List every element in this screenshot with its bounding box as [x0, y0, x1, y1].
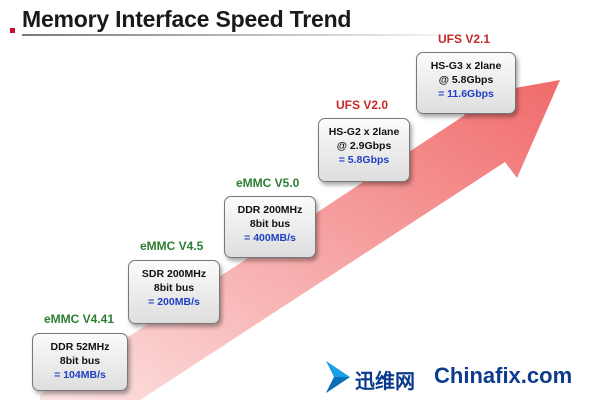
- version-label-ufs-v2-0: UFS V2.0: [336, 98, 389, 112]
- version-label-emmc-v4-5: eMMC V4.5: [140, 239, 204, 253]
- chinafix-logo-icon: [326, 361, 350, 393]
- spec-bus: 8bit bus: [59, 355, 101, 367]
- version-label-ufs-v2-1: UFS V2.1: [438, 32, 491, 46]
- title-underline: [22, 34, 442, 36]
- page-title: Memory Interface Speed Trend: [22, 6, 352, 32]
- spec-speed: = 400MB/s: [244, 232, 296, 244]
- watermark-backdrop: [422, 355, 600, 400]
- spec-box-emmc-v5-0: DDR 200MHz 8bit bus = 400MB/s: [224, 196, 316, 258]
- spec-box-emmc-v4-41: DDR 52MHz 8bit bus = 104MB/s: [32, 333, 128, 391]
- spec-clock: HS-G2 x 2lane: [328, 126, 400, 138]
- spec-clock: SDR 200MHz: [141, 268, 207, 280]
- watermark-brand-cn: 迅维网: [355, 369, 415, 393]
- watermark: 迅维网 Chinafix.com: [322, 355, 600, 400]
- spec-bus: 8bit bus: [249, 218, 291, 230]
- spec-bus: @ 2.9Gbps: [336, 140, 392, 152]
- spec-bus: @ 5.8Gbps: [438, 74, 494, 86]
- spec-speed: = 5.8Gbps: [338, 154, 390, 166]
- spec-box-ufs-v2-1: HS-G3 x 2lane @ 5.8Gbps = 11.6Gbps: [416, 52, 516, 114]
- spec-bus: 8bit bus: [153, 282, 195, 294]
- title-bullet-icon: [10, 28, 15, 33]
- spec-clock: DDR 200MHz: [237, 204, 303, 216]
- spec-clock: HS-G3 x 2lane: [430, 60, 502, 72]
- version-label-emmc-v4-41: eMMC V4.41: [44, 312, 115, 326]
- spec-box-ufs-v2-0: HS-G2 x 2lane @ 2.9Gbps = 5.8Gbps: [318, 118, 410, 182]
- watermark-brand-en: Chinafix.com: [434, 363, 573, 388]
- spec-box-emmc-v4-5: SDR 200MHz 8bit bus = 200MB/s: [128, 260, 220, 324]
- spec-speed: = 104MB/s: [54, 369, 106, 381]
- spec-speed: = 200MB/s: [148, 296, 200, 308]
- spec-clock: DDR 52MHz: [50, 341, 110, 353]
- spec-speed: = 11.6Gbps: [438, 88, 494, 100]
- version-label-emmc-v5-0: eMMC V5.0: [236, 176, 300, 190]
